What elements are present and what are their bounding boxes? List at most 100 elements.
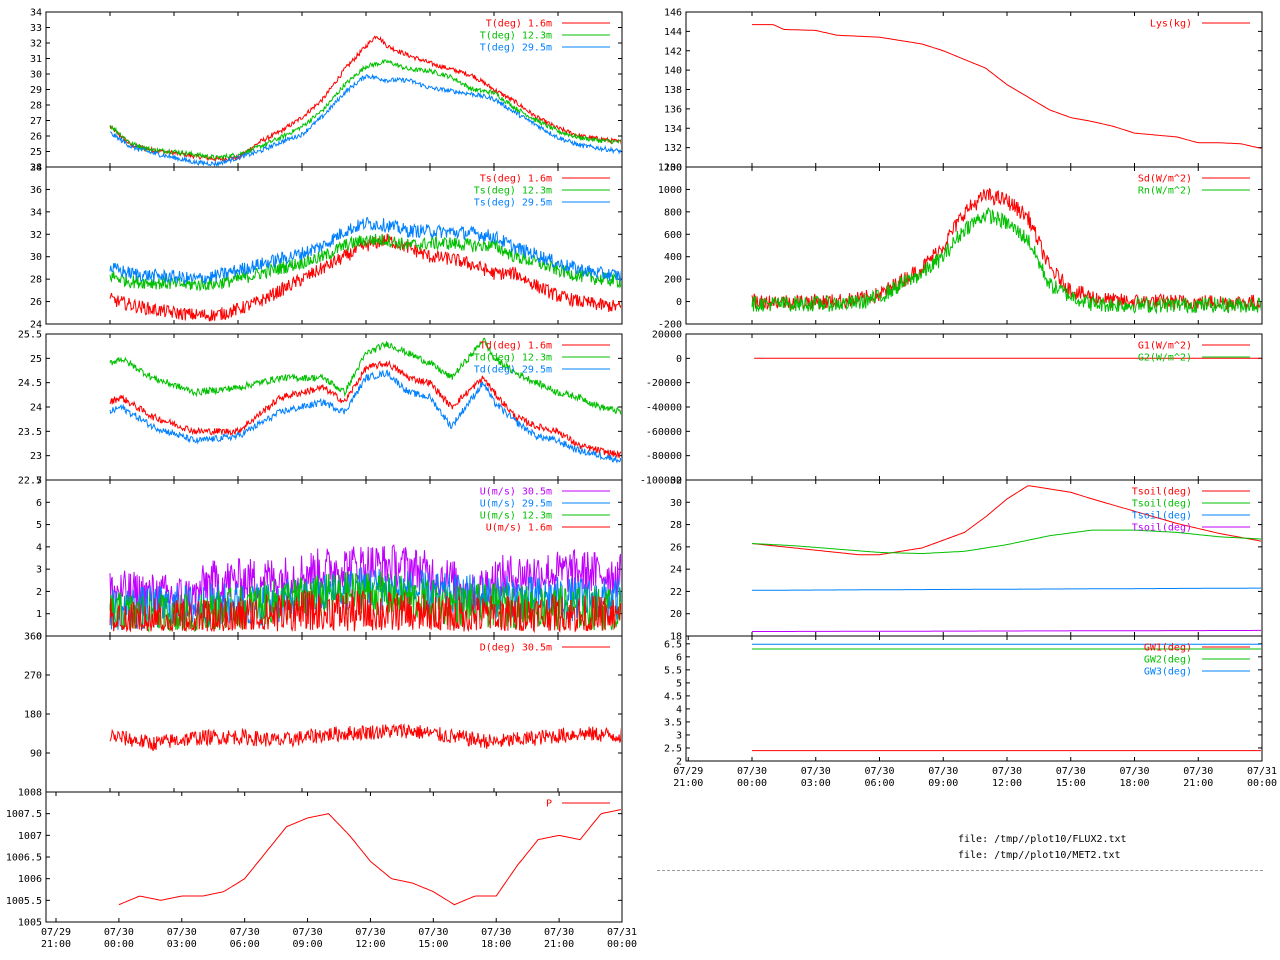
series-line-Td-1 <box>109 337 621 416</box>
y-tick-label: 26 <box>670 542 682 553</box>
y-tick-label: 4.5 <box>664 691 682 702</box>
y-tick-label: 6 <box>36 498 42 509</box>
legend-label: G1(W/m^2) <box>1138 341 1192 352</box>
series-line-Td-2 <box>109 369 621 464</box>
y-tick-label: 1005 <box>18 918 42 929</box>
series-line-Sd-1 <box>751 207 1261 315</box>
y-tick-label: 400 <box>664 252 682 263</box>
series-line-Ts-2 <box>109 217 621 285</box>
series-line-Sd-0 <box>751 187 1261 312</box>
y-tick-label: 1005.5 <box>6 896 42 907</box>
legend-label: U(m/s) 29.5m <box>480 499 552 510</box>
y-tick-label: 2 <box>36 587 42 598</box>
y-tick-label: 1008 <box>18 788 42 799</box>
x-tick-label: 07/29 21:00 <box>673 766 703 789</box>
y-tick-label: 34 <box>30 207 42 218</box>
y-tick-label: 32 <box>670 476 682 487</box>
x-tick-label: 07/30 03:00 <box>801 766 831 789</box>
y-tick-label: 22 <box>670 587 682 598</box>
x-tick-label: 07/30 00:00 <box>737 766 767 789</box>
x-tick-label: 07/30 15:00 <box>1056 766 1086 789</box>
x-tick-label: 07/30 15:00 <box>418 927 448 950</box>
y-tick-label: 28 <box>30 275 42 286</box>
y-tick-label: 4 <box>676 704 682 715</box>
legend-label: U(m/s) 1.6m <box>486 523 552 534</box>
y-tick-label: 6.5 <box>664 639 682 650</box>
y-tick-label: 1006 <box>18 874 42 885</box>
y-tick-label: 146 <box>664 8 682 19</box>
separator-line <box>657 870 1263 871</box>
y-tick-label: 24 <box>30 403 42 414</box>
legend-label: U(m/s) 30.5m <box>480 487 552 498</box>
y-tick-label: 5 <box>676 678 682 689</box>
panel-G: -100000 -80000 -60000 -40000 -20000 0 20000 G1(… <box>640 330 1263 487</box>
y-tick-label: 34 <box>30 8 42 19</box>
legend-label: T(deg) 29.5m <box>480 43 552 54</box>
x-tick-label: 07/30 09:00 <box>293 927 323 950</box>
legend-label: Td(deg) 29.5m <box>474 365 552 376</box>
y-tick-label: 30 <box>670 498 682 509</box>
x-tick-label: 07/30 12:00 <box>355 927 385 950</box>
series-line-Tsoil-3 <box>752 629 1261 632</box>
y-tick-label: 5 <box>36 520 42 531</box>
y-tick-label: 136 <box>664 104 682 115</box>
legend-label: Rn(W/m^2) <box>1138 186 1192 197</box>
y-tick-label: 270 <box>24 671 42 682</box>
y-tick-label: 2.5 <box>664 743 682 754</box>
x-tick-label: 07/30 21:00 <box>544 927 574 950</box>
x-tick-label: 07/31 00:00 <box>1247 766 1277 789</box>
y-tick-label: -200 <box>658 320 682 331</box>
y-tick-label: 24 <box>670 565 682 576</box>
x-tick-label: 07/30 12:00 <box>992 766 1022 789</box>
y-tick-label: 1007 <box>18 831 42 842</box>
y-tick-label: 1200 <box>658 163 682 174</box>
y-tick-label: -80000 <box>646 451 682 462</box>
y-tick-label: 180 <box>24 710 42 721</box>
y-tick-label: 0 <box>36 632 42 643</box>
panel-frame <box>685 166 1263 325</box>
y-tick-label: 5.5 <box>664 665 682 676</box>
y-tick-label: 31 <box>30 54 42 65</box>
panel-frame <box>45 791 623 923</box>
legend-label: Tsoil(deg) <box>1132 499 1192 510</box>
x-tick-label: 07/30 18:00 <box>481 927 511 950</box>
panel-frame <box>685 11 1263 168</box>
legend-label: Tsoil(deg) <box>1132 523 1192 534</box>
y-tick-label: 2 <box>676 757 682 768</box>
y-tick-label: 18 <box>670 632 682 643</box>
series-line-U-1 <box>109 567 621 631</box>
legend-label: G2(W/m^2) <box>1138 353 1192 364</box>
file-label-flux: file: /tmp//plot10/FLUX2.txt <box>958 834 1127 845</box>
y-tick-label: 144 <box>664 27 682 38</box>
y-tick-label: 22.5 <box>18 476 42 487</box>
y-tick-label: 26 <box>30 297 42 308</box>
series-line-Tsoil-0 <box>751 485 1261 556</box>
y-tick-label: 1000 <box>658 185 682 196</box>
panel-GW: 2 2.5 3 3.5 4 4.5 5 5.5 6 6.5 07/29 21:00 07/30 00:00… <box>664 635 1277 789</box>
y-tick-label: 130 <box>664 163 682 174</box>
x-tick-label: 07/30 03:00 <box>167 927 197 950</box>
y-tick-label: -100000 <box>640 476 682 487</box>
y-tick-label: 138 <box>664 85 682 96</box>
legend-label: Ts(deg) 29.5m <box>474 198 552 209</box>
series-line-Ts-0 <box>109 233 621 322</box>
y-tick-label: 140 <box>664 66 682 77</box>
series-line-D-0 <box>109 723 621 752</box>
y-tick-label: 29 <box>30 85 42 96</box>
file-label-met: file: /tmp//plot10/MET2.txt <box>958 850 1121 861</box>
y-tick-label: 132 <box>664 143 682 154</box>
y-tick-label: 0 <box>676 297 682 308</box>
y-tick-label: 360 <box>24 632 42 643</box>
y-tick-label: 28 <box>30 101 42 112</box>
x-tick-label: 07/30 06:00 <box>864 766 894 789</box>
y-tick-label: 30 <box>30 252 42 263</box>
y-tick-label: 90 <box>30 749 42 760</box>
series-line-Tsoil-1 <box>751 529 1261 554</box>
legend-label: Tsoil(deg) <box>1132 487 1192 498</box>
y-tick-label: 27 <box>30 116 42 127</box>
y-tick-label: -20000 <box>646 378 682 389</box>
legend-label: Lys(kg) <box>1150 19 1192 30</box>
y-tick-label: 600 <box>664 230 682 241</box>
panel-frame <box>45 635 623 793</box>
